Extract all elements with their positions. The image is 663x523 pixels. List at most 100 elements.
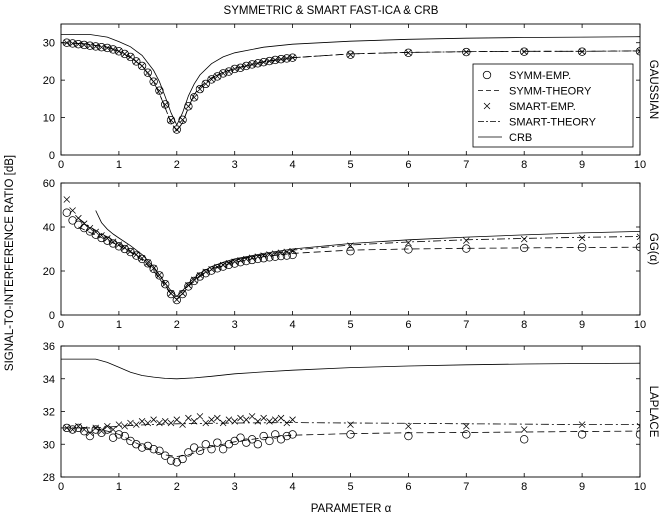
data-point-x xyxy=(231,65,238,73)
data-point-x xyxy=(150,78,157,85)
data-point-circle xyxy=(201,79,210,89)
data-point-circle xyxy=(155,86,164,95)
legend-label: SYMM-THEORY xyxy=(509,86,592,98)
data-point-circle xyxy=(97,428,106,437)
data-point-circle xyxy=(143,259,153,268)
y-tick-label: 32 xyxy=(43,407,55,419)
data-point-x xyxy=(260,58,267,66)
series-smart-emp xyxy=(63,413,640,437)
data-point-circle xyxy=(404,245,413,254)
data-point-x xyxy=(520,48,528,55)
data-point-x xyxy=(144,259,152,266)
panel-label: GAUSSIAN xyxy=(647,60,659,119)
data-point-x xyxy=(405,422,412,430)
series-line-crb xyxy=(61,34,640,127)
data-point-x xyxy=(173,126,181,133)
panel-label: GG(α) xyxy=(647,233,659,265)
data-point-circle xyxy=(103,236,112,245)
data-point-x xyxy=(243,255,250,263)
data-point-x xyxy=(196,85,204,93)
data-point-circle xyxy=(189,93,199,102)
data-point-x xyxy=(463,237,470,244)
data-point-circle xyxy=(108,433,118,442)
data-point-x xyxy=(179,421,186,428)
x-tick-label: 0 xyxy=(58,319,64,331)
x-tick-label: 2 xyxy=(174,481,180,493)
tick-group: 0 1 2 3 4 5 6 7 8 9 10 0 10 20 30 xyxy=(43,24,646,171)
x-tick-label: 8 xyxy=(521,319,527,331)
x-tick-label: 5 xyxy=(347,481,353,493)
data-point-circle xyxy=(172,295,181,305)
y-tick-label: 0 xyxy=(49,150,55,162)
data-point-x xyxy=(520,426,528,433)
data-point-circle xyxy=(74,40,83,49)
x-tick-label: 7 xyxy=(463,481,469,493)
legend-box xyxy=(472,63,634,148)
data-point-x xyxy=(86,224,94,232)
data-point-circle xyxy=(137,61,147,71)
data-point-circle xyxy=(184,282,193,291)
data-point-circle xyxy=(195,446,205,455)
y-tick-label: 20 xyxy=(43,75,55,87)
figure-title: SYMMETRIC & SMART FAST-ICA & CRB xyxy=(224,5,439,17)
data-point-x xyxy=(156,271,163,279)
data-point-circle xyxy=(282,54,291,63)
data-point-circle xyxy=(207,266,216,275)
data-point-x xyxy=(225,416,233,423)
data-point-circle xyxy=(253,254,263,264)
data-point-x xyxy=(80,220,88,227)
data-point-x xyxy=(196,413,204,420)
data-point-x xyxy=(167,116,175,124)
data-point-circle xyxy=(120,431,129,441)
x-tick-label: 5 xyxy=(347,319,353,331)
data-point-circle xyxy=(85,41,95,50)
data-point-circle xyxy=(62,38,71,47)
data-point-x xyxy=(208,416,215,423)
y-tick-label: 10 xyxy=(43,113,55,125)
data-point-circle xyxy=(62,208,71,217)
data-point-circle xyxy=(247,255,257,265)
data-point-x xyxy=(98,43,105,51)
data-point-x xyxy=(231,418,238,425)
data-point-x xyxy=(196,272,204,279)
data-point-x xyxy=(260,414,267,422)
series-line-crb xyxy=(95,210,640,297)
data-point-circle xyxy=(213,72,222,81)
data-point-circle xyxy=(201,440,210,449)
data-point-x xyxy=(161,280,169,288)
data-point-x xyxy=(185,282,192,289)
x-tick-label: 1 xyxy=(116,159,122,171)
data-point-x xyxy=(636,48,640,55)
data-point-circle xyxy=(143,68,153,77)
x-tick-label: 0 xyxy=(58,481,64,493)
x-tick-label: 2 xyxy=(174,319,180,331)
data-point-x xyxy=(202,419,210,427)
data-point-circle xyxy=(230,259,239,268)
data-point-x xyxy=(190,418,198,425)
data-point-x xyxy=(144,419,152,427)
data-point-circle xyxy=(265,56,274,66)
data-point-circle xyxy=(213,264,222,273)
data-point-x xyxy=(208,265,215,273)
data-point-x xyxy=(219,419,227,427)
data-point-x xyxy=(167,419,175,427)
data-point-circle xyxy=(85,431,95,441)
data-point-circle xyxy=(259,58,268,67)
data-point-x xyxy=(173,296,181,303)
data-point-x xyxy=(121,244,128,251)
data-point-x xyxy=(167,290,175,297)
data-point-circle xyxy=(276,435,286,444)
data-point-x xyxy=(289,247,296,255)
data-point-x xyxy=(127,53,134,61)
data-point-x xyxy=(138,62,146,70)
series-line-smart-theory xyxy=(61,42,640,132)
data-point-x xyxy=(138,418,146,425)
data-point-circle xyxy=(230,64,239,74)
x-tick-label: 7 xyxy=(463,159,469,171)
data-point-x xyxy=(80,41,88,49)
x-tick-label: 5 xyxy=(347,159,353,171)
data-point-circle xyxy=(114,430,124,439)
data-point-x xyxy=(202,80,210,88)
panels: 0 1 2 3 4 5 6 7 8 9 100102030GAUSSIANSYMM-EMP.SYMM… xyxy=(43,23,659,493)
data-point-x xyxy=(237,257,244,264)
